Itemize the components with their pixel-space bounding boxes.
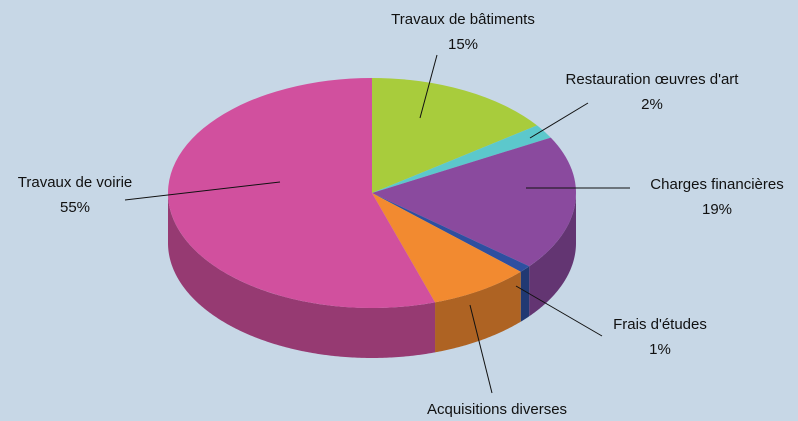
slice-side: [435, 271, 521, 353]
slice-label: Acquisitions diverses: [427, 401, 567, 418]
value-label: 19%: [702, 201, 732, 218]
slice: [372, 137, 576, 267]
slice: [167, 78, 436, 308]
slice-label: Travaux de voirie: [18, 174, 133, 191]
slice: [372, 78, 538, 193]
slice: [372, 125, 551, 193]
leader-line: [419, 54, 438, 119]
slice-label: Travaux de bâtiments: [391, 11, 535, 28]
leader-line: [515, 285, 603, 337]
slice-label: Restauration œuvres d'art: [566, 71, 740, 88]
slice: [372, 193, 521, 303]
value-label: 1%: [649, 341, 671, 358]
slice-label: Frais d'études: [613, 316, 707, 333]
value-label: 2%: [641, 96, 663, 113]
leader-line: [529, 102, 589, 139]
value-label: 55%: [60, 199, 90, 216]
slice-label: Charges financières: [650, 176, 783, 193]
slice-side: [529, 193, 576, 317]
leader-line: [469, 304, 493, 394]
value-label: 15%: [448, 36, 478, 53]
slice: [372, 193, 530, 272]
slice-side: [520, 266, 530, 322]
leader-line: [124, 181, 281, 201]
slice-side: [168, 193, 436, 358]
